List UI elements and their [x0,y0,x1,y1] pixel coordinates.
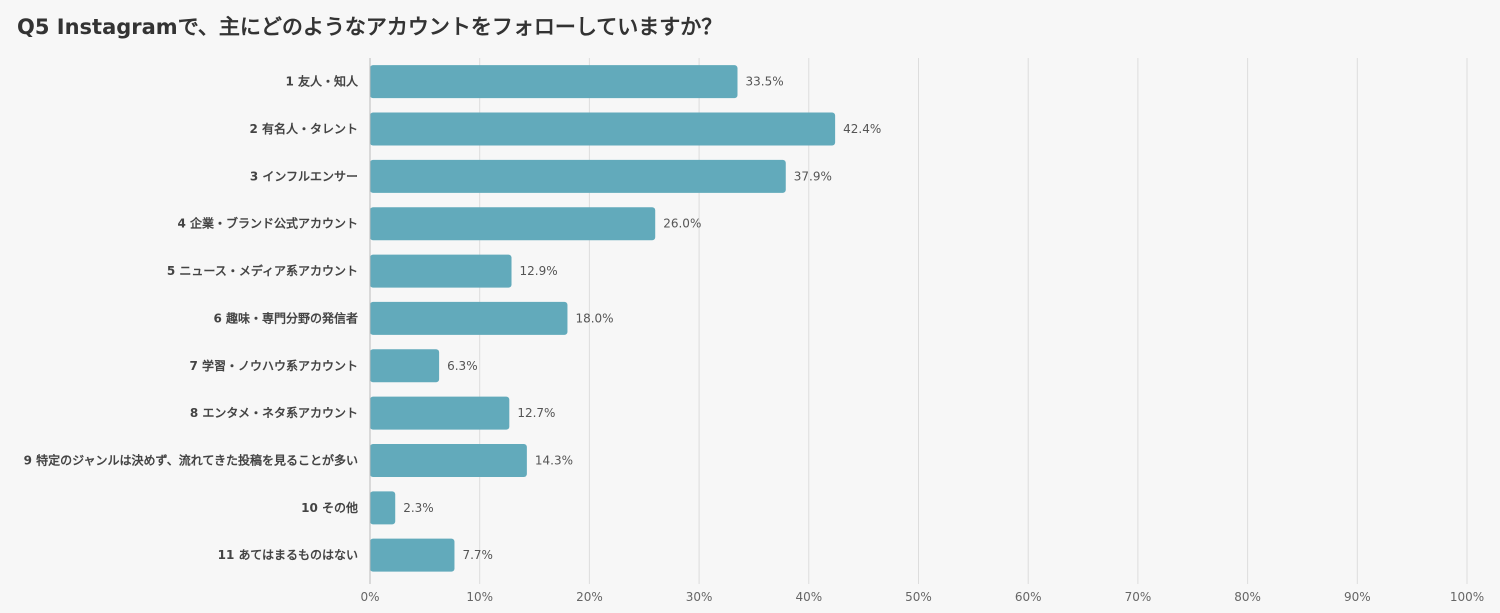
category-label: 1 友人・知人 [285,74,359,89]
bar [370,538,455,572]
value-label: 12.7% [517,406,555,420]
x-tick-label: 0% [360,590,379,604]
value-label: 6.3% [447,359,478,373]
category-label: 11 あてはまるものはない [218,548,358,562]
x-tick-label: 50% [905,590,932,604]
category-label: 7 学習・ノウハウ系アカウント [189,358,358,373]
value-label: 7.7% [462,548,493,562]
value-label: 2.3% [403,501,434,515]
bar [370,491,396,525]
bar [370,301,568,335]
bar [370,207,656,241]
category-label: 9 特定のジャンルは決めず、流れてきた投稿を見ることが多い [24,452,358,467]
value-label: 14.3% [535,453,573,467]
category-label: 2 有名人・タレント [249,121,358,136]
bar [370,396,510,430]
value-label: 26.0% [663,217,701,231]
x-tick-label: 30% [686,590,713,604]
value-label: 37.9% [794,169,832,183]
category-label: 10 その他 [301,500,358,515]
x-tick-label: 80% [1234,590,1261,604]
x-tick-label: 90% [1344,590,1371,604]
x-tick-label: 70% [1125,590,1152,604]
bar [370,443,527,477]
value-label: 33.5% [745,75,783,89]
category-label: 6 趣味・専門分野の発信者 [213,310,358,325]
x-tick-label: 10% [466,590,493,604]
x-tick-label: 20% [576,590,603,604]
x-tick-label: 60% [1015,590,1042,604]
value-label: 42.4% [843,122,881,136]
bar [370,159,786,193]
category-label: 5 ニュース・メディア系アカウント [167,263,358,278]
x-tick-label: 100% [1450,590,1484,604]
category-label: 8 エンタメ・ネタ系アカウント [190,405,358,420]
x-tick-label: 40% [795,590,822,604]
bar [370,112,836,146]
bar [370,349,440,383]
bar [370,254,512,288]
chart-title: Q5 Instagramで、主にどのようなアカウントをフォローしていますか？ [17,15,723,39]
value-label: 12.9% [520,264,558,278]
value-label: 18.0% [575,311,613,325]
category-label: 3 インフルエンサー [250,169,358,183]
bar [370,65,738,99]
category-label: 4 企業・ブランド公式アカウント [177,216,358,231]
